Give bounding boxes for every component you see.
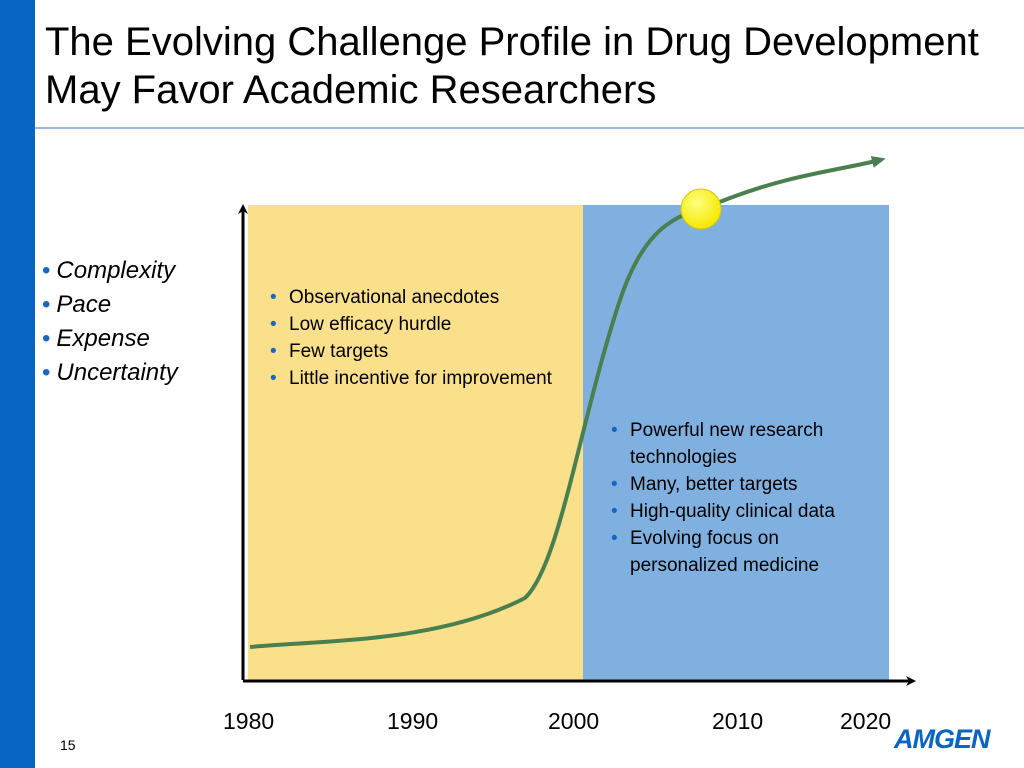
challenge-list: • Complexity • Pace • Expense • Uncertainty	[42, 254, 178, 390]
list-item: • Powerful new research technologies	[611, 420, 824, 468]
x-tick-label: 1990	[387, 708, 439, 734]
progress-curve	[249, 156, 886, 649]
side-accent-bar	[0, 0, 35, 768]
list-item: • Little incentive for improvement	[270, 368, 552, 389]
list-item: • Observational anecdotes	[270, 287, 500, 308]
challenge-item: • Pace	[42, 291, 112, 318]
x-tick-label: 2020	[840, 708, 892, 734]
list-item: • Evolving focus on personalized medicine	[611, 528, 820, 576]
challenge-item: • Expense	[42, 325, 150, 352]
x-tick-label: 2000	[548, 708, 600, 734]
list-item: • High-quality clinical data	[611, 501, 835, 522]
x-tick-label: 1980	[223, 708, 275, 734]
amgen-logo-icon: AMGEN	[893, 724, 992, 754]
slide-title: The Evolving Challenge Profile in Drug D…	[45, 20, 979, 112]
list-item: • Many, better targets	[611, 474, 798, 495]
challenge-item: • Uncertainty	[42, 359, 178, 386]
list-item: • Low efficacy hurdle	[270, 314, 452, 335]
present-features-list: • Powerful new research technologies • Man…	[610, 417, 880, 579]
x-tick-label: 2010	[712, 708, 764, 734]
page-number: 15	[60, 737, 76, 753]
challenge-item: • Complexity	[42, 257, 176, 284]
title-divider	[35, 127, 1024, 129]
era-panel-past	[248, 205, 583, 680]
marker-circle-icon	[680, 188, 722, 230]
past-features-list: • Observational anecdotes • Low efficacy h…	[269, 284, 569, 392]
era-panel-present	[583, 205, 889, 680]
list-item: • Few targets	[270, 341, 389, 362]
svg-text:AMGEN: AMGEN	[893, 724, 991, 754]
